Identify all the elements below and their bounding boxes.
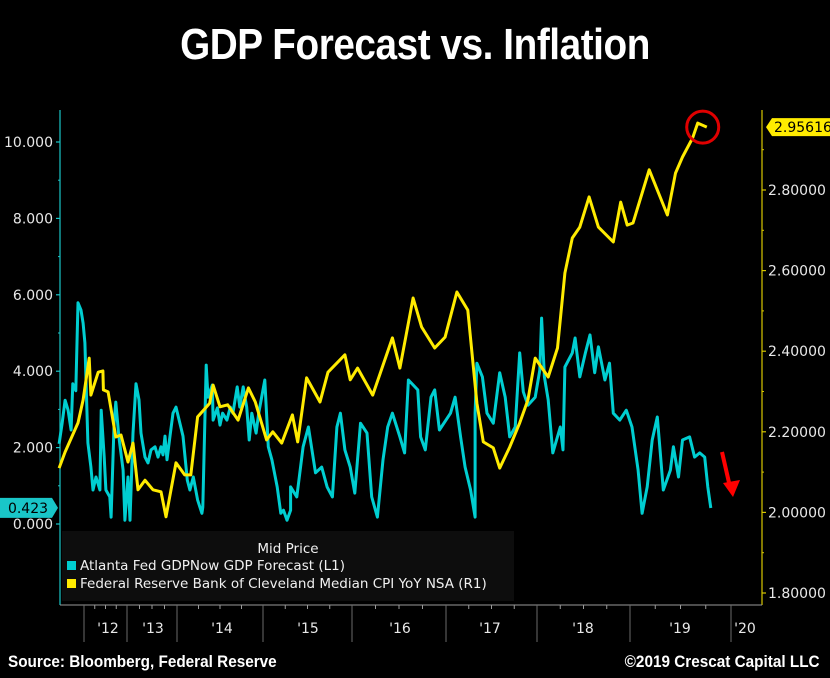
x-tick-label: '20	[734, 621, 756, 637]
legend: Mid Price Atlanta Fed GDPNow GDP Forecas…	[62, 531, 514, 601]
right-tick-label: 2.80000	[768, 183, 826, 199]
right-tick-label: 2.20000	[768, 425, 826, 441]
x-tick-label: '13	[142, 621, 164, 637]
series-layer	[57, 121, 713, 522]
series-line-median-cpi	[57, 121, 708, 519]
down-arrow-shaft	[720, 451, 732, 488]
right-tick-label: 2.60000	[768, 264, 826, 280]
left-tick-label: 8.000	[13, 211, 53, 227]
right-tick-label: 2.40000	[768, 344, 826, 360]
left-tick-label: 10.000	[4, 135, 53, 151]
x-tick-label: '16	[389, 621, 411, 637]
right-tick-label: 1.80000	[768, 586, 826, 602]
x-tick-label: '19	[669, 621, 691, 637]
highlight-circle	[685, 109, 721, 145]
series-line-gdp-forecast	[57, 301, 713, 522]
left-last-value-tag	[0, 497, 58, 518]
x-tick-label: '15	[297, 621, 319, 637]
x-tick-label: '18	[572, 621, 594, 637]
legend-box	[62, 531, 514, 601]
chart-title: GDP Forecast vs. Inflation	[180, 20, 650, 69]
left-tick-label: 4.000	[13, 364, 53, 380]
down-arrow-head	[723, 480, 740, 497]
source-note: Source: Bloomberg, Federal Reserve	[8, 652, 277, 671]
legend-swatch-gdp	[67, 561, 76, 570]
axes-layer: 10.000 8.000 6.000 4.000 2.000 0.000 2.80000 2.…	[0, 110, 830, 642]
legend-swatch-cpi	[67, 579, 76, 588]
left-last-value-label: 0.423	[8, 501, 48, 517]
legend-label-gdp[interactable]: Atlanta Fed GDPNow GDP Forecast (L1)	[80, 558, 345, 574]
annotations-layer	[685, 109, 740, 497]
x-tick-label: '12	[97, 621, 119, 637]
left-tick-label: 2.000	[13, 441, 53, 457]
left-tick-label: 0.000	[13, 517, 53, 533]
x-tick-label: '17	[479, 621, 501, 637]
right-last-value-label: 2.95616	[774, 120, 830, 136]
legend-header: Mid Price	[257, 541, 318, 557]
left-tick-label: 6.000	[13, 288, 53, 304]
legend-label-cpi[interactable]: Federal Reserve Bank of Cleveland Median…	[80, 576, 487, 592]
x-tick-label: '14	[211, 621, 233, 637]
copyright-note: ©2019 Crescat Capital LLC	[625, 652, 820, 671]
right-last-value-tag	[766, 118, 830, 137]
right-tick-label: 2.00000	[768, 505, 826, 521]
